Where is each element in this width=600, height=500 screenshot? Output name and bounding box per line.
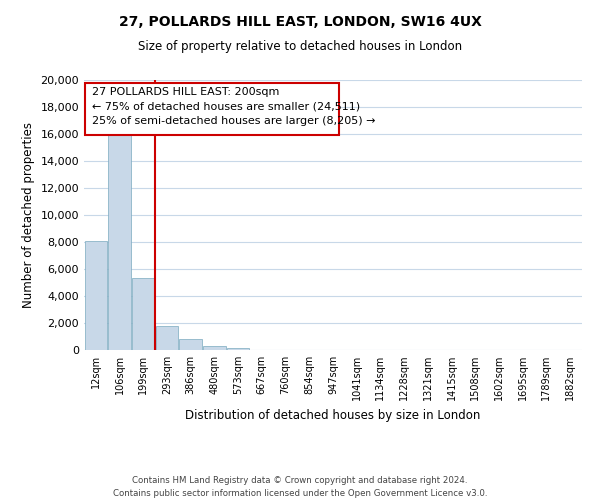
- Bar: [227, 348, 250, 350]
- Bar: [85, 240, 107, 350]
- Bar: [179, 340, 202, 350]
- Text: 27 POLLARDS HILL EAST: 200sqm
← 75% of detached houses are smaller (24,511)
25% : 27 POLLARDS HILL EAST: 200sqm ← 75% of d…: [92, 86, 376, 126]
- Text: 27, POLLARDS HILL EAST, LONDON, SW16 4UX: 27, POLLARDS HILL EAST, LONDON, SW16 4UX: [119, 15, 481, 29]
- Text: Size of property relative to detached houses in London: Size of property relative to detached ho…: [138, 40, 462, 53]
- Bar: [203, 346, 226, 350]
- Y-axis label: Number of detached properties: Number of detached properties: [22, 122, 35, 308]
- Bar: [156, 326, 178, 350]
- Bar: [109, 127, 131, 350]
- X-axis label: Distribution of detached houses by size in London: Distribution of detached houses by size …: [185, 408, 481, 422]
- Bar: [132, 278, 155, 350]
- Text: Contains HM Land Registry data © Crown copyright and database right 2024.
Contai: Contains HM Land Registry data © Crown c…: [113, 476, 487, 498]
